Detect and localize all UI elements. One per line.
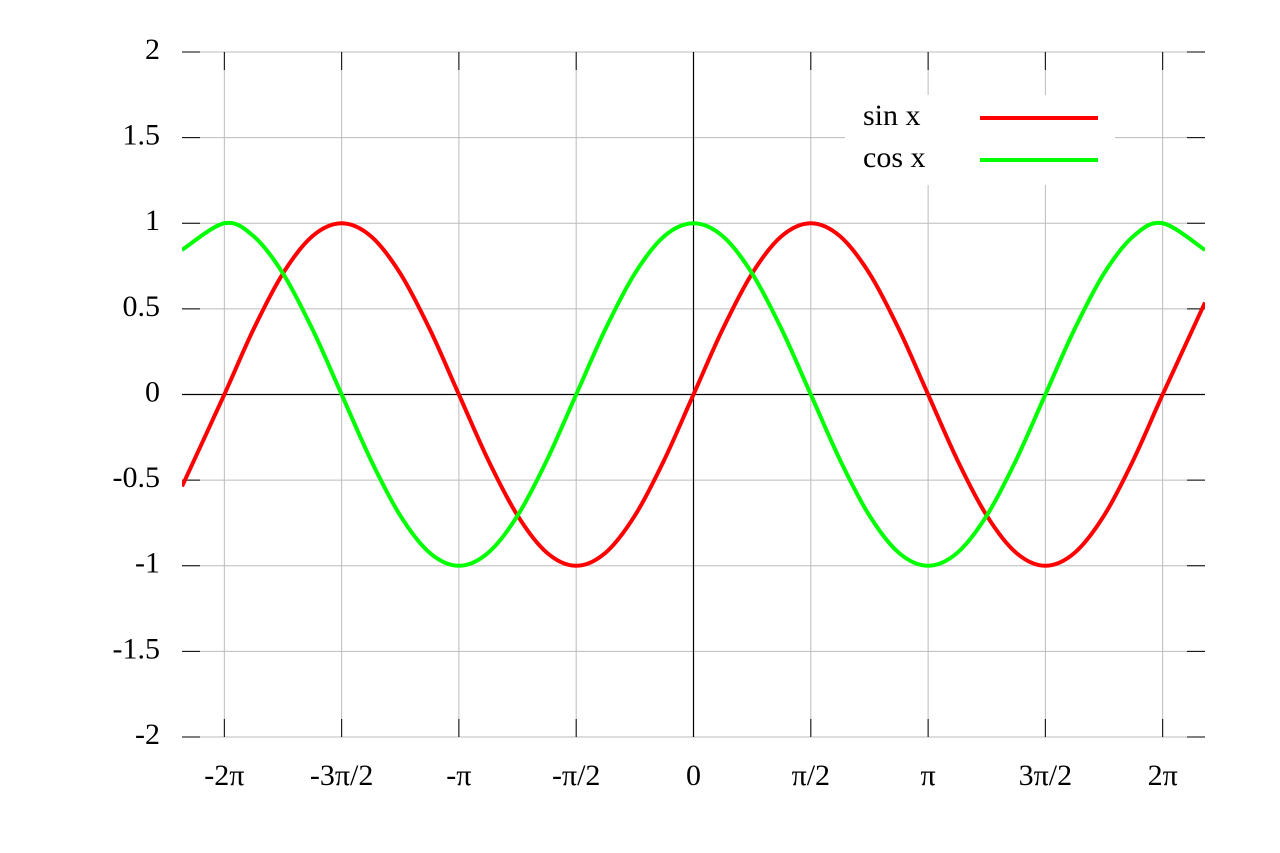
- series-line: [182, 220, 1205, 568]
- y-tick-label: 2: [145, 33, 160, 66]
- x-tick-label: 3π/2: [1019, 759, 1072, 792]
- legend-label: cos x: [863, 141, 926, 174]
- x-tick-label: -π: [446, 759, 471, 792]
- series-line: [182, 221, 1205, 568]
- y-tick-label: 1.5: [123, 119, 161, 152]
- x-tick-label: π: [921, 759, 936, 792]
- y-tick-label: 0: [145, 375, 160, 408]
- x-tick-label: -2π: [204, 759, 244, 792]
- x-tick-label: -π/2: [552, 759, 600, 792]
- y-tick-label: 0.5: [123, 290, 161, 323]
- legend-label: sin x: [863, 99, 921, 132]
- y-tick-label: -2: [135, 718, 160, 751]
- legend-box: [845, 95, 1115, 185]
- x-tick-label: 2π: [1148, 759, 1178, 792]
- x-tick-label: 0: [686, 759, 701, 792]
- x-tick-label: π/2: [792, 759, 830, 792]
- y-tick-label: -1: [135, 547, 160, 580]
- y-tick-label: -0.5: [113, 461, 161, 494]
- x-tick-label: -3π/2: [310, 759, 373, 792]
- y-tick-label: 1: [145, 204, 160, 237]
- y-tick-label: -1.5: [113, 632, 161, 665]
